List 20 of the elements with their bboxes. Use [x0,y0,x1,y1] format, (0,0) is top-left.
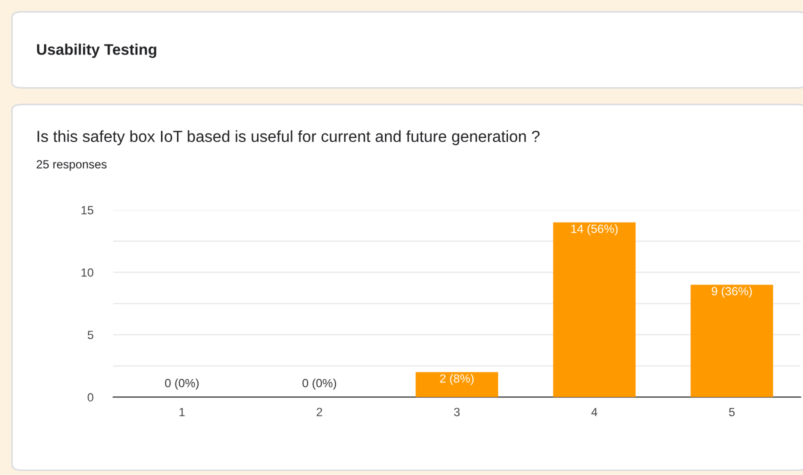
x-tick-label: 1 [180,408,185,416]
bar [553,222,636,398]
text: 25 responses [36,160,107,171]
x-tick-label: 4 [591,408,598,416]
bar [416,372,498,398]
data-label: 0 (0%) [302,378,336,390]
y-tick-label: 15 [82,206,94,214]
data-label: 2 (8%) [440,374,474,386]
y-tick-label: 5 [88,330,94,340]
chart-subtitle: Is this safety box IoT based is useful for current and future generation ? [38,130,540,146]
x-tick-label: 2 [316,408,322,416]
bar [690,284,774,398]
chart-title: Usability Testing [37,44,156,58]
data-label: 0 (0%) [165,378,199,390]
x-tick-label: 3 [454,408,460,416]
y-tick-label: 0 [88,393,94,402]
data-label: 14 (56%) [571,224,618,236]
x-tick-label: 5 [729,408,735,416]
data-label: 9 (36%) [712,286,752,298]
y-tick-label: 10 [82,268,94,277]
